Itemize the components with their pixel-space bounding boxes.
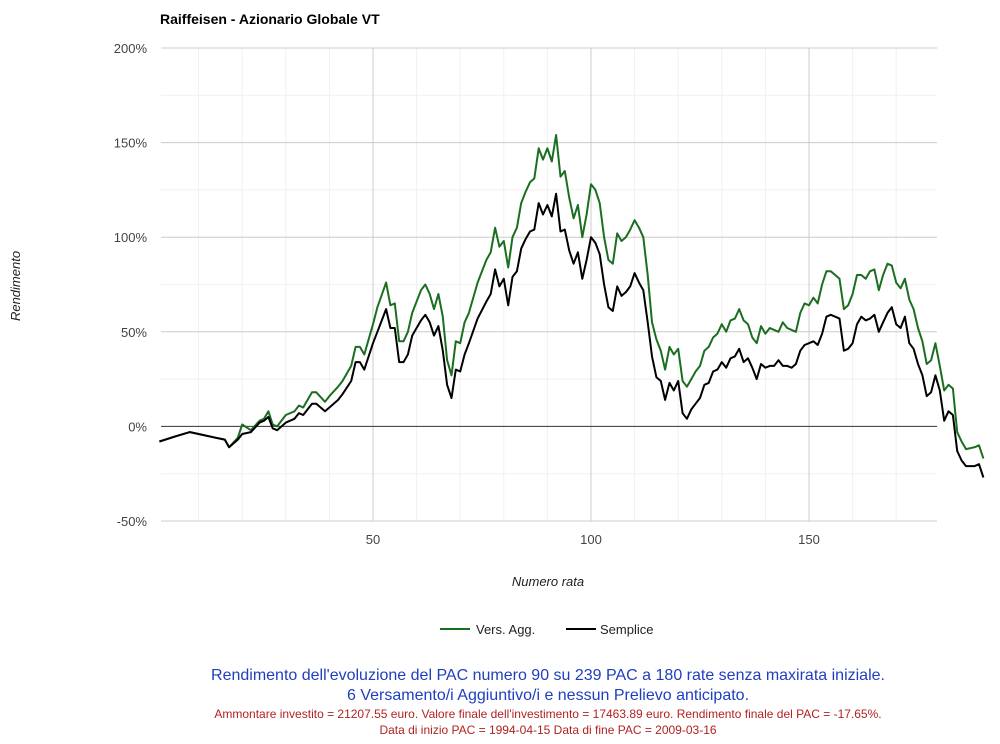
axes: -50% 0% 50% 100% 150% 200% 50 100 150: [114, 41, 937, 547]
gridlines: [161, 47, 937, 522]
x-tick-label: 150: [798, 532, 820, 547]
summary-line-2: 6 Versamento/i Aggiuntivo/i e nessun Pre…: [346, 687, 750, 704]
summary-footer: Rendimento dell'evoluzione del PAC numer…: [0, 666, 1000, 738]
y-tick-label: -50%: [117, 514, 148, 529]
y-tick-label: 50%: [121, 325, 147, 340]
legend-label-semplice: Semplice: [600, 622, 653, 637]
legend-label-vers-agg: Vers. Agg.: [476, 622, 535, 637]
chart-area: -50% 0% 50% 100% 150% 200% 50 100 150 Rendimento…: [8, 41, 985, 637]
x-tick-label: 100: [580, 532, 602, 547]
summary-line-1: Rendimento dell'evoluzione del PAC numer…: [211, 667, 885, 684]
y-axis-title: Rendimento: [8, 251, 23, 321]
legend-item-vers-agg[interactable]: Vers. Agg.: [440, 622, 535, 637]
summary-line-4: Data di inizio PAC = 1994-04-15 Data di …: [379, 723, 717, 737]
series-line-semplice[interactable]: [159, 192, 985, 478]
chart-title: Raiffeisen - Azionario Globale VT: [160, 11, 380, 27]
x-axis-title: Numero rata: [512, 574, 584, 589]
legend-item-semplice[interactable]: Semplice: [566, 622, 653, 637]
y-tick-label: 0%: [128, 419, 147, 434]
legend[interactable]: Vers. Agg. Semplice: [440, 622, 653, 637]
series-line-vers-agg[interactable]: [159, 134, 985, 459]
x-tick-label: 50: [366, 532, 380, 547]
y-tick-label: 150%: [114, 136, 148, 151]
summary-line-3: Ammontare investito = 21207.55 euro. Val…: [214, 707, 882, 721]
y-tick-label: 200%: [114, 41, 148, 56]
y-tick-label: 100%: [114, 230, 148, 245]
series-lines: [159, 134, 985, 478]
